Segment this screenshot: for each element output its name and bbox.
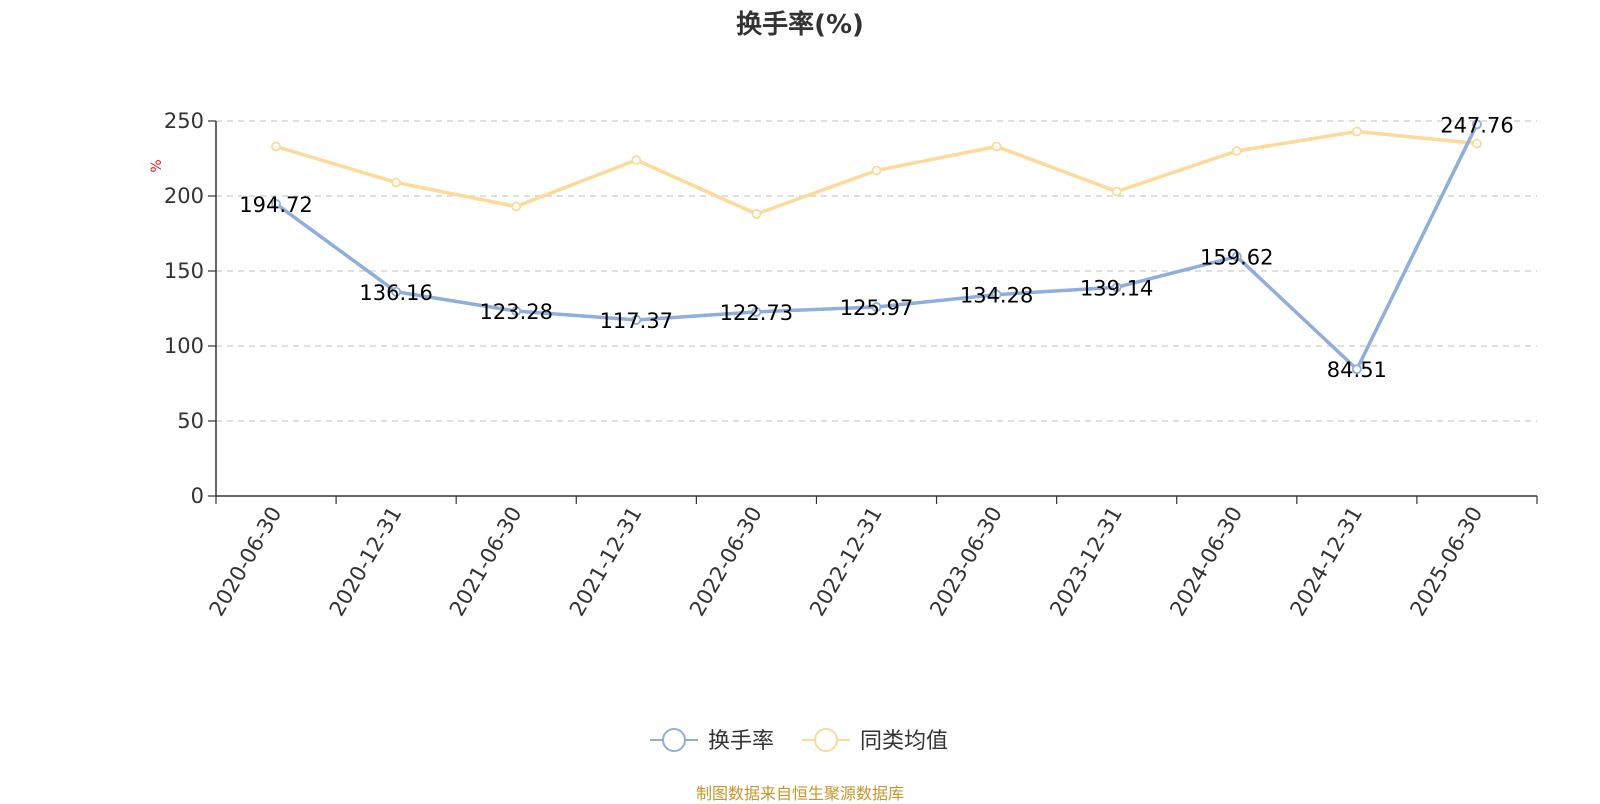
x-tick-label: 2021-12-31: [565, 503, 647, 621]
y-tick-label: 200: [164, 184, 204, 208]
y-tick-label: 0: [191, 484, 204, 508]
series-point-0: [1351, 364, 1362, 375]
source-note: 制图数据来自恒生聚源数据库: [695, 784, 904, 803]
x-tick-label: 2024-06-30: [1165, 503, 1247, 621]
x-tick-label: 2023-12-31: [1045, 503, 1127, 621]
grid-lines: [216, 120, 1537, 422]
legend-label: 同类均值: [860, 729, 948, 754]
series-line-0: [275, 123, 1479, 371]
data-labels: 194.72 136.16 123.28 117.37 122.73 125.97 134.…: [239, 113, 1513, 382]
data-label: 247.76: [1440, 113, 1513, 137]
legend[interactable]: 换手率 同类均值: [650, 728, 948, 754]
data-label: 125.97: [840, 296, 913, 320]
series-point-0: [511, 306, 522, 316]
series-point-1: [271, 141, 281, 152]
series-point-1: [1472, 138, 1482, 149]
series-point-0: [991, 289, 1002, 300]
series-point-1: [871, 165, 882, 176]
series-point-0: [271, 199, 281, 209]
y-tick-label: 100: [164, 334, 204, 358]
x-tick-label: 2022-12-31: [805, 503, 887, 621]
data-label: 123.28: [479, 300, 552, 324]
legend-marker: [662, 728, 686, 752]
series-point-1: [631, 155, 642, 165]
x-tick-label: 2020-06-30: [205, 503, 287, 621]
series-point-0: [1111, 282, 1122, 293]
y-tick-label: 50: [177, 409, 204, 433]
chart-title: 换手率(%): [736, 10, 864, 40]
data-label: 159.62: [1200, 246, 1273, 270]
x-tick-label: 2023-06-30: [925, 503, 1007, 621]
y-tick-label: 250: [164, 109, 204, 133]
data-label: 84.51: [1327, 358, 1387, 382]
series-point-0: [631, 315, 642, 325]
series-point-0: [871, 302, 882, 312]
series-point-1: [1351, 126, 1362, 137]
series-point-0: [751, 307, 762, 317]
x-tick-label: 2021-06-30: [445, 503, 527, 621]
data-label: 117.37: [600, 309, 673, 333]
x-tick-label: 2024-12-31: [1285, 503, 1367, 621]
series-point-1: [1231, 146, 1242, 156]
x-tick-label: 2020-12-31: [325, 503, 407, 621]
data-label: 136.16: [359, 281, 432, 305]
series-point-0: [1472, 119, 1482, 130]
y-axis-unit: %: [149, 159, 165, 172]
legend-item-1[interactable]: 同类均值: [802, 728, 948, 754]
series-point-1: [391, 177, 402, 188]
series-point-1: [1111, 186, 1122, 197]
series-point-1: [511, 201, 522, 212]
series-point-1: [751, 209, 762, 219]
data-label: 122.73: [720, 301, 793, 325]
series-point-1: [991, 141, 1002, 152]
data-label: 134.28: [960, 284, 1033, 308]
series-lines: [271, 119, 1482, 375]
y-tick-label: 150: [164, 259, 204, 283]
x-tick-label: 2025-06-30: [1405, 503, 1487, 621]
data-label: 139.14: [1080, 276, 1153, 300]
data-label: 194.72: [239, 193, 312, 217]
legend-label: 换手率: [708, 729, 774, 754]
series-point-0: [1231, 251, 1242, 262]
x-tick-label: 2022-06-30: [685, 503, 767, 621]
legend-marker: [814, 728, 838, 752]
legend-item-0[interactable]: 换手率: [650, 728, 774, 754]
series-point-0: [391, 286, 402, 297]
